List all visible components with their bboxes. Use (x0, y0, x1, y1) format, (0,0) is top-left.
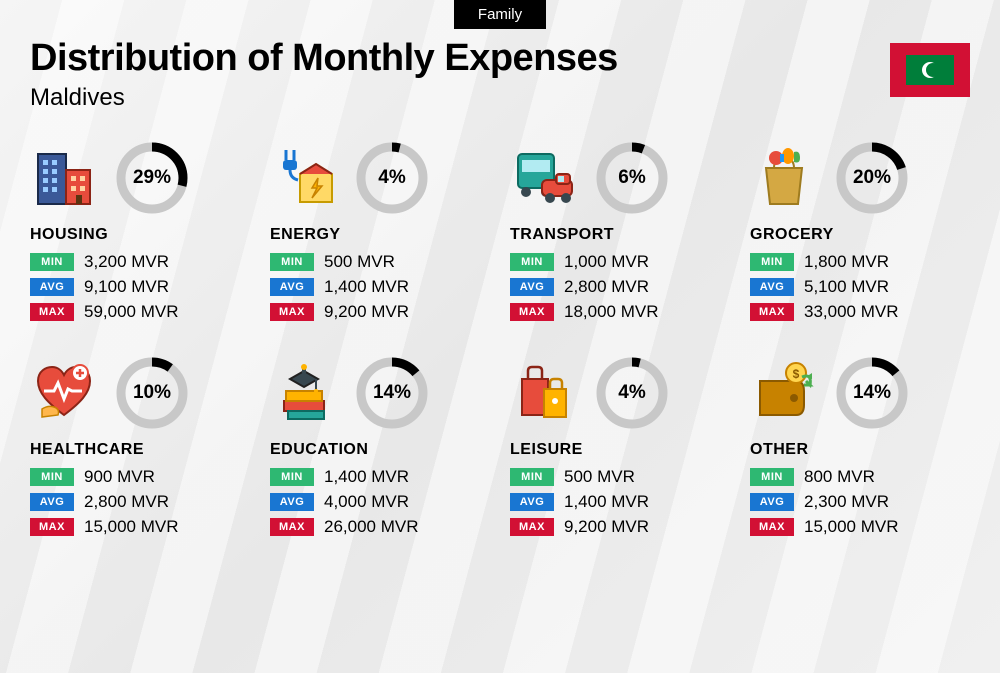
avg-badge: AVG (510, 278, 554, 296)
min-badge: MIN (750, 253, 794, 271)
category-card: 20% GROCERY MIN 1,800 MVR AVG 5,100 MVR … (750, 142, 970, 327)
maldives-flag-icon (890, 43, 970, 97)
max-value: 59,000 MVR (84, 302, 179, 322)
min-value: 1,000 MVR (564, 252, 649, 272)
avg-value: 1,400 MVR (564, 492, 649, 512)
min-badge: MIN (270, 253, 314, 271)
grocery-icon (750, 144, 818, 212)
education-icon (270, 359, 338, 427)
category-name: HEALTHCARE (30, 441, 250, 459)
min-badge: MIN (270, 468, 314, 486)
avg-badge: AVG (270, 278, 314, 296)
avg-value: 4,000 MVR (324, 492, 409, 512)
leisure-icon (510, 359, 578, 427)
max-value: 18,000 MVR (564, 302, 659, 322)
avg-value: 2,800 MVR (84, 492, 169, 512)
max-badge: MAX (510, 303, 554, 321)
avg-badge: AVG (510, 493, 554, 511)
max-value: 9,200 MVR (324, 302, 409, 322)
min-badge: MIN (30, 468, 74, 486)
category-name: OTHER (750, 441, 970, 459)
avg-badge: AVG (750, 278, 794, 296)
percentage-donut: 4% (356, 142, 428, 214)
max-badge: MAX (270, 518, 314, 536)
min-value: 500 MVR (564, 467, 635, 487)
min-badge: MIN (510, 468, 554, 486)
avg-badge: AVG (30, 278, 74, 296)
min-value: 500 MVR (324, 252, 395, 272)
percentage-donut: 6% (596, 142, 668, 214)
percentage-value: 29% (116, 142, 188, 214)
energy-icon (270, 144, 338, 212)
max-value: 15,000 MVR (84, 517, 179, 537)
percentage-value: 14% (836, 357, 908, 429)
family-tag: Family (454, 0, 546, 29)
percentage-value: 20% (836, 142, 908, 214)
min-value: 1,400 MVR (324, 467, 409, 487)
percentage-donut: 20% (836, 142, 908, 214)
category-card: 14% EDUCATION MIN 1,400 MVR AVG 4,000 MV… (270, 357, 490, 542)
category-name: HOUSING (30, 226, 250, 244)
max-badge: MAX (30, 518, 74, 536)
percentage-donut: 10% (116, 357, 188, 429)
transport-icon (510, 144, 578, 212)
avg-badge: AVG (750, 493, 794, 511)
category-name: LEISURE (510, 441, 730, 459)
min-value: 900 MVR (84, 467, 155, 487)
healthcare-icon (30, 359, 98, 427)
max-value: 15,000 MVR (804, 517, 899, 537)
max-badge: MAX (270, 303, 314, 321)
other-icon: $ (750, 359, 818, 427)
percentage-value: 14% (356, 357, 428, 429)
max-badge: MAX (750, 303, 794, 321)
avg-value: 1,400 MVR (324, 277, 409, 297)
max-badge: MAX (750, 518, 794, 536)
country-subtitle: Maldives (30, 84, 618, 112)
avg-value: 2,800 MVR (564, 277, 649, 297)
min-badge: MIN (30, 253, 74, 271)
avg-value: 2,300 MVR (804, 492, 889, 512)
category-card: 4% LEISURE MIN 500 MVR AVG 1,400 MVR MAX… (510, 357, 730, 542)
max-value: 26,000 MVR (324, 517, 419, 537)
percentage-donut: 29% (116, 142, 188, 214)
category-card: 29% HOUSING MIN 3,200 MVR AVG 9,100 MVR … (30, 142, 250, 327)
avg-badge: AVG (270, 493, 314, 511)
page-title: Distribution of Monthly Expenses (30, 37, 618, 80)
percentage-value: 4% (356, 142, 428, 214)
percentage-donut: 14% (356, 357, 428, 429)
percentage-value: 6% (596, 142, 668, 214)
svg-text:$: $ (793, 367, 800, 381)
max-badge: MAX (510, 518, 554, 536)
percentage-donut: 4% (596, 357, 668, 429)
category-card: 6% TRANSPORT MIN 1,000 MVR AVG 2,800 MVR… (510, 142, 730, 327)
percentage-value: 4% (596, 357, 668, 429)
category-name: EDUCATION (270, 441, 490, 459)
max-value: 9,200 MVR (564, 517, 649, 537)
min-value: 1,800 MVR (804, 252, 889, 272)
min-value: 800 MVR (804, 467, 875, 487)
percentage-donut: 14% (836, 357, 908, 429)
max-badge: MAX (30, 303, 74, 321)
category-name: ENERGY (270, 226, 490, 244)
max-value: 33,000 MVR (804, 302, 899, 322)
min-value: 3,200 MVR (84, 252, 169, 272)
min-badge: MIN (750, 468, 794, 486)
avg-value: 5,100 MVR (804, 277, 889, 297)
category-card: $ 14% OTHER MIN 800 MVR AVG 2,300 MVR MA… (750, 357, 970, 542)
categories-grid: 29% HOUSING MIN 3,200 MVR AVG 9,100 MVR … (30, 142, 970, 542)
category-name: GROCERY (750, 226, 970, 244)
category-card: 4% ENERGY MIN 500 MVR AVG 1,400 MVR MAX … (270, 142, 490, 327)
avg-badge: AVG (30, 493, 74, 511)
header: Distribution of Monthly Expenses Maldive… (30, 37, 970, 112)
category-card: 10% HEALTHCARE MIN 900 MVR AVG 2,800 MVR… (30, 357, 250, 542)
buildings-icon (30, 144, 98, 212)
min-badge: MIN (510, 253, 554, 271)
percentage-value: 10% (116, 357, 188, 429)
avg-value: 9,100 MVR (84, 277, 169, 297)
category-name: TRANSPORT (510, 226, 730, 244)
